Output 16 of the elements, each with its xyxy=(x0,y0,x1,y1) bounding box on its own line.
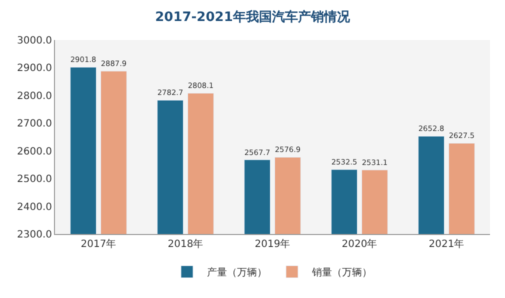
x-tick-label: 2017年 xyxy=(80,238,116,250)
y-tick-label: 2500.0 xyxy=(17,174,52,186)
x-tick-label: 2021年 xyxy=(428,238,464,250)
x-tick-label: 2020年 xyxy=(342,238,378,250)
x-tick-label: 2018年 xyxy=(168,238,204,250)
chart-title: 2017-2021年我国汽车产销情况 xyxy=(155,9,351,26)
x-tick-label: 2019年 xyxy=(254,238,290,250)
y-tick-label: 2700.0 xyxy=(17,118,52,130)
y-tick-label: 3000.0 xyxy=(17,36,52,46)
legend-label: 销量（万辆） xyxy=(311,266,372,279)
y-tick-label: 2300.0 xyxy=(17,230,52,240)
y-tick-label: 2800.0 xyxy=(17,90,52,102)
y-tick-label: 2600.0 xyxy=(17,146,52,158)
legend-label: 产量（万辆） xyxy=(207,266,267,279)
y-tick-label: 2900.0 xyxy=(17,63,52,74)
y-tick-label: 2400.0 xyxy=(17,202,52,213)
